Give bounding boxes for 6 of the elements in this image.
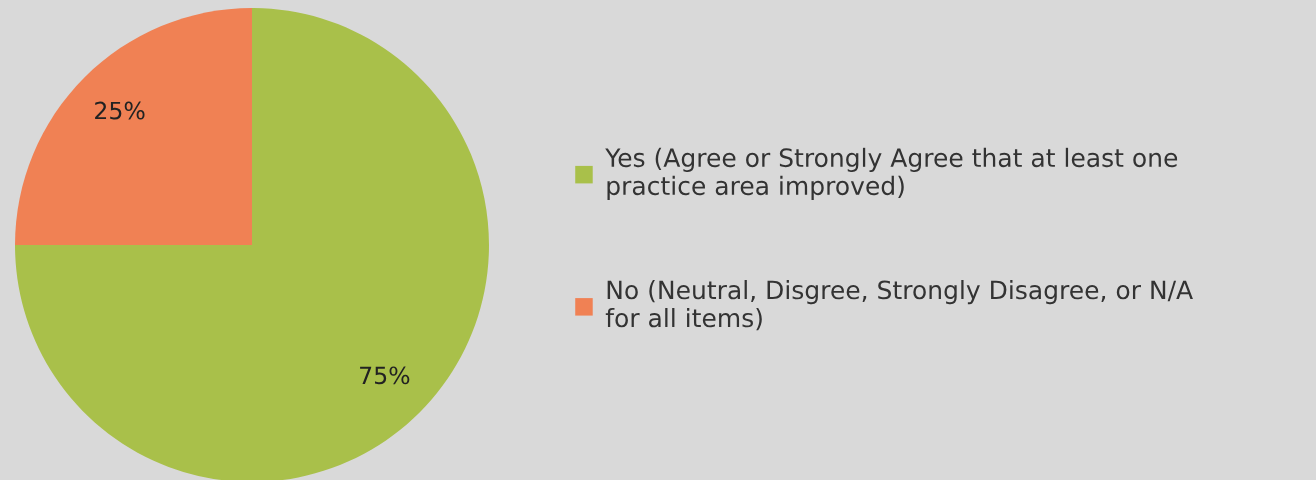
pie-slice	[15, 8, 252, 245]
data-label: 25%	[95, 101, 145, 120]
pie-slice	[15, 8, 489, 480]
data-label: 75%	[360, 366, 410, 385]
legend-label: No (Neutral, Disgree, Strongly Disagree, or N/A for all items)	[605, 280, 1193, 331]
legend-label: Yes (Agree or Strongly Agree that at least one practice area improved)	[605, 147, 1178, 200]
